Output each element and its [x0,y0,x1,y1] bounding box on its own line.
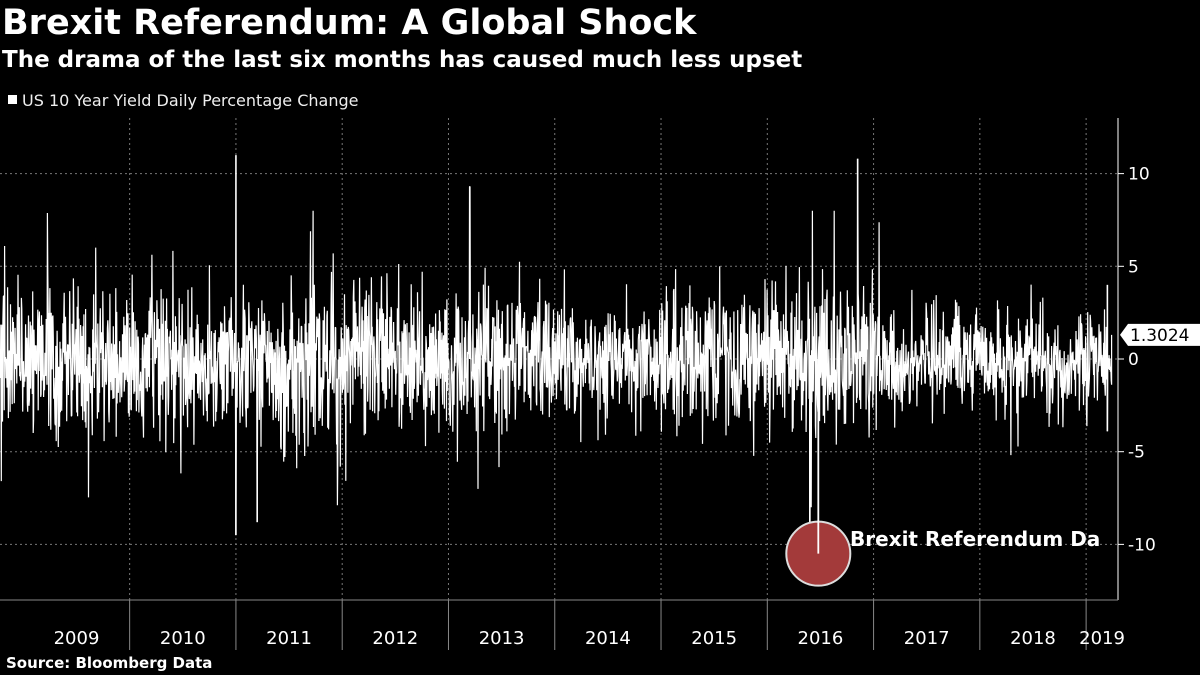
x-category-label: 2010 [160,628,206,649]
x-category-label: 2012 [372,628,418,649]
y-tick-label: -10 [1128,535,1156,555]
y-tick-label: 0 [1128,350,1139,370]
x-category-label: 2015 [691,628,737,649]
brexit-annotation-label: Brexit Referendum Da [850,527,1100,551]
last-value-tag [1120,323,1200,346]
last-value-label: 1.3024 [1130,326,1189,346]
x-category-label: 2019 [1079,628,1125,649]
legend-swatch [8,95,17,104]
x-category-label: 2011 [266,628,312,649]
x-category-label: 2013 [479,628,525,649]
chart-subtitle: The drama of the last six months has cau… [2,47,803,73]
x-category-label: 2018 [1010,628,1056,649]
x-category-label: 2009 [54,628,100,649]
y-tick-label: 5 [1128,257,1139,277]
chart-title: Brexit Referendum: A Global Shock [2,3,697,43]
legend-label: US 10 Year Yield Daily Percentage Change [22,91,359,110]
y-tick-label: -5 [1128,443,1145,463]
chart-legend: US 10 Year Yield Daily Percentage Change [8,90,358,112]
series-line [0,158,1113,554]
y-tick-label: 10 [1128,165,1150,185]
x-category-label: 2017 [904,628,950,649]
x-category-label: 2014 [585,628,631,649]
x-category-label: 2016 [798,628,844,649]
source-note: Source: Bloomberg Data [6,654,213,672]
